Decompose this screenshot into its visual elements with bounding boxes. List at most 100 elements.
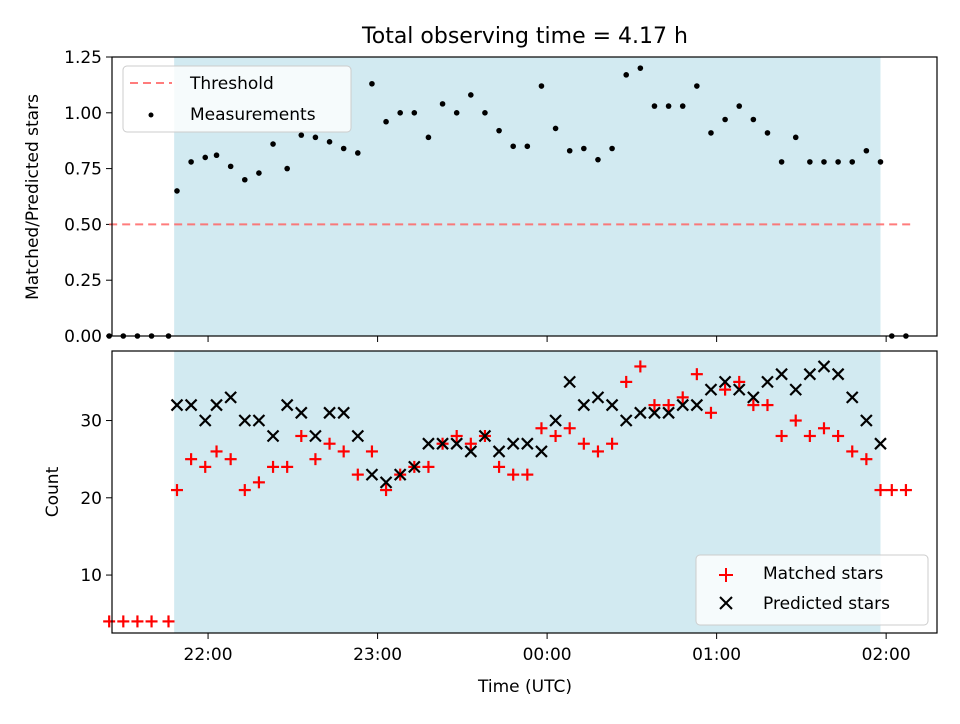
predicted-star-point <box>295 406 308 420</box>
measurement-point <box>270 141 276 147</box>
x-tick-label: 02:00 <box>862 645 911 665</box>
measurement-point <box>708 130 714 136</box>
predicted-star-point <box>718 375 732 389</box>
top-y-axis-label: Matched/Predicted stars <box>23 94 43 300</box>
predicted-star-point <box>535 445 548 458</box>
matched-star-point <box>719 383 732 396</box>
matched-star-point <box>145 615 158 628</box>
y-tick-label: 0.25 <box>64 271 102 291</box>
predicted-star-point <box>619 414 633 427</box>
measurement-point <box>174 188 180 194</box>
measurement-point <box>595 156 601 163</box>
predicted-star-point <box>549 414 562 427</box>
measurement-point <box>106 333 112 339</box>
x-axis-label: Time (UTC) <box>477 677 572 697</box>
top-chart-title: Total observing time = 4.17 h <box>361 24 688 49</box>
matched-star-point <box>648 399 661 412</box>
matched-star-point <box>817 422 830 435</box>
predicted-star-points <box>170 360 887 489</box>
measurement-point <box>694 83 700 89</box>
matched-star-point <box>577 437 590 450</box>
matched-star-point <box>380 484 393 497</box>
predicted-star-point <box>845 391 859 404</box>
predicted-star-point <box>817 360 831 373</box>
top-x-ticks <box>207 336 887 342</box>
predicted-star-point <box>634 406 647 420</box>
legend-matched-label: Matched stars <box>763 564 883 584</box>
predicted-star-point <box>492 445 506 458</box>
bottom-plot-frame <box>111 350 938 634</box>
measurement-point <box>312 134 319 141</box>
measurement-point <box>750 116 757 123</box>
matched-star-point <box>199 460 212 473</box>
measurement-point <box>807 159 813 165</box>
measurement-point <box>665 103 672 109</box>
predicted-star-point <box>775 367 788 381</box>
matched-star-point <box>803 429 816 442</box>
bottom-y-ticks: 10 20 30 <box>80 412 112 586</box>
predicted-star-point <box>365 468 379 481</box>
x-tick-label: 00:00 <box>523 645 572 665</box>
predicted-star-point <box>478 429 492 443</box>
matched-star-point <box>267 460 280 473</box>
measurement-point <box>468 92 474 98</box>
predicted-star-point <box>521 437 534 450</box>
matched-star-point <box>860 453 873 466</box>
predicted-star-point <box>803 367 817 381</box>
matched-star-point <box>704 406 717 419</box>
legend-measurements-label: Measurements <box>190 105 316 125</box>
matched-star-point <box>337 445 350 458</box>
predicted-star-point <box>450 437 463 450</box>
matched-star-point <box>620 375 633 388</box>
matched-star-point <box>846 445 859 458</box>
predicted-star-point <box>831 367 845 381</box>
bottom-x-ticks: 22:00 23:00 00:00 01:00 02:00 <box>184 633 911 665</box>
x-tick-label: 01:00 <box>692 645 741 665</box>
predicted-star-point <box>789 383 803 396</box>
matched-star-point <box>507 468 520 481</box>
matched-star-point <box>295 429 308 442</box>
predicted-star-point <box>393 468 407 481</box>
matched-star-point <box>422 460 435 473</box>
predicted-star-point <box>379 476 393 489</box>
matched-star-point <box>521 468 534 481</box>
predicted-star-point <box>591 391 605 404</box>
measurement-point <box>213 152 220 159</box>
predicted-star-point <box>761 375 774 389</box>
measurement-point <box>496 127 502 134</box>
matched-star-point <box>252 476 265 489</box>
y-tick-label: 0.50 <box>64 215 102 235</box>
measurement-point <box>778 159 785 165</box>
matched-star-point <box>563 422 576 435</box>
matched-star-point <box>493 460 506 473</box>
matched-star-point <box>103 615 116 628</box>
y-tick-label: 20 <box>80 489 102 509</box>
measurement-point <box>411 110 418 116</box>
predicted-star-point <box>676 398 689 412</box>
legend-matched-swatch <box>719 568 733 582</box>
measurement-point <box>510 143 516 150</box>
y-tick-label: 10 <box>80 566 102 586</box>
measurement-point <box>298 132 305 138</box>
measurement-points <box>106 65 909 339</box>
matched-star-point <box>162 615 175 628</box>
y-tick-label: 1.25 <box>64 48 102 68</box>
matched-star-point <box>832 429 845 442</box>
predicted-star-point <box>732 383 746 396</box>
measurement-point <box>188 159 194 165</box>
predicted-star-point <box>648 406 661 420</box>
measurement-point <box>227 163 234 170</box>
matched-star-point <box>634 360 647 373</box>
matched-star-point <box>281 460 294 473</box>
predicted-star-point <box>690 398 704 412</box>
predicted-star-point <box>238 414 252 427</box>
matched-star-point <box>535 422 548 435</box>
top-panel: 0.00 0.25 0.50 0.75 1.00 1.25 Matched/Predict… <box>23 48 938 347</box>
matched-star-point <box>351 468 364 481</box>
matched-star-point <box>775 429 788 442</box>
predicted-star-point <box>747 391 760 404</box>
predicted-star-point <box>266 429 280 443</box>
measurement-point <box>284 165 290 172</box>
y-tick-label: 0.00 <box>64 327 102 347</box>
top-plot-frame <box>111 56 938 337</box>
